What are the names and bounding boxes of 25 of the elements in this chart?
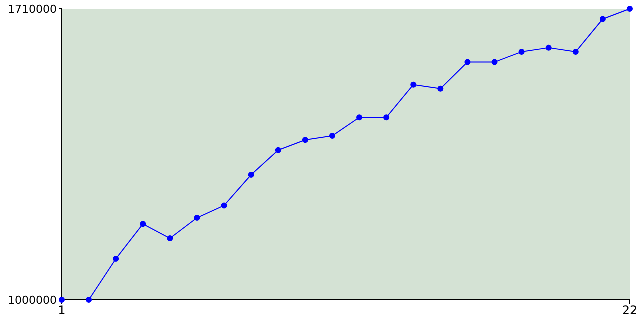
point bbox=[572, 49, 579, 56]
point bbox=[492, 59, 498, 66]
point bbox=[113, 256, 120, 262]
point bbox=[167, 236, 174, 242]
point bbox=[356, 114, 363, 121]
point bbox=[329, 133, 336, 140]
point bbox=[248, 172, 254, 178]
point bbox=[410, 82, 417, 88]
point bbox=[140, 221, 146, 228]
point bbox=[627, 6, 633, 12]
point bbox=[86, 297, 92, 303]
point bbox=[438, 86, 444, 92]
point bbox=[194, 215, 200, 222]
point bbox=[546, 44, 552, 51]
x-tick-label: 1 bbox=[58, 304, 66, 318]
x-tick-label: 22 bbox=[622, 304, 638, 318]
point bbox=[275, 147, 282, 154]
point bbox=[600, 16, 606, 22]
point bbox=[302, 137, 308, 144]
point bbox=[221, 202, 228, 209]
y-tick-label: 1000000 bbox=[8, 294, 57, 307]
point bbox=[384, 114, 390, 121]
y-tick-label: 1710000 bbox=[8, 2, 57, 16]
point bbox=[464, 59, 471, 66]
point bbox=[518, 49, 525, 56]
